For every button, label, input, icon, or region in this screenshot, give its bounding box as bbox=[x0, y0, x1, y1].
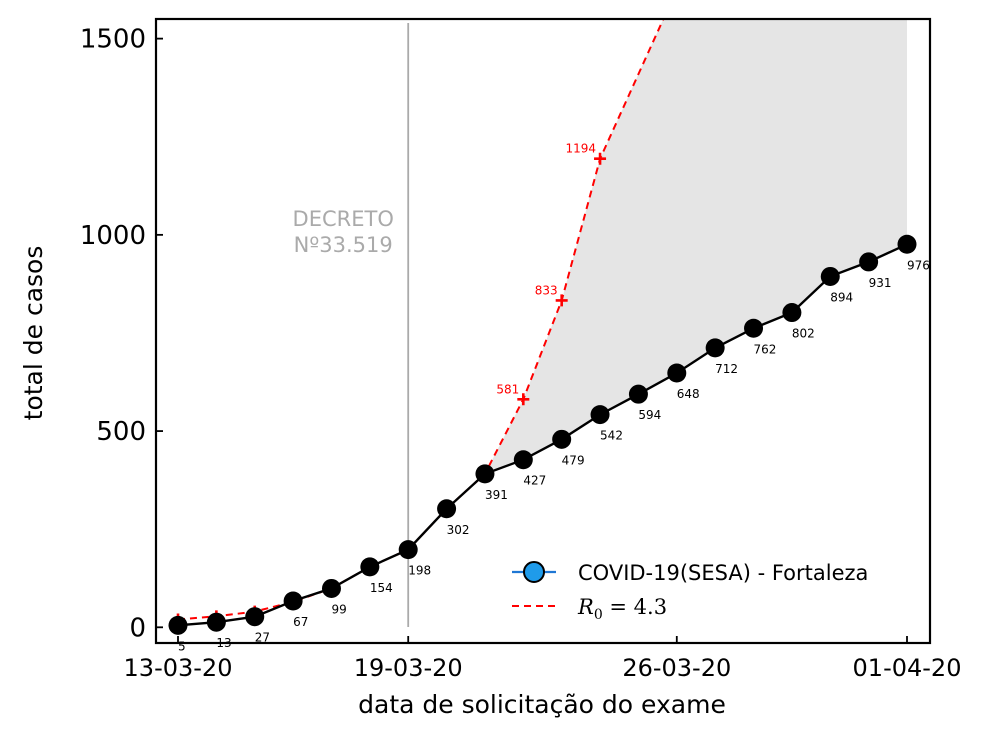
x-tick-label: 19-03-20 bbox=[354, 654, 463, 682]
y-tick-label: 1500 bbox=[80, 25, 146, 55]
decree-label-line1: DECRETO bbox=[293, 207, 394, 231]
observed-value-label: 894 bbox=[830, 290, 853, 304]
projection-value-label: 833 bbox=[535, 283, 558, 297]
x-tick-label: 13-03-20 bbox=[124, 654, 233, 682]
observed-point bbox=[705, 338, 725, 358]
projection-point bbox=[517, 393, 530, 406]
observed-value-label: 594 bbox=[638, 408, 661, 422]
legend-projection-label: R0 = 4.3 bbox=[577, 595, 667, 623]
observed-value-label: 931 bbox=[869, 276, 892, 290]
observed-point bbox=[168, 615, 188, 635]
observed-point bbox=[590, 405, 610, 425]
observed-value-label: 542 bbox=[600, 429, 623, 443]
legend-observed-label: COVID-19(SESA) - Fortaleza bbox=[578, 561, 868, 585]
observed-value-label: 154 bbox=[370, 581, 393, 595]
observed-value-label: 99 bbox=[331, 602, 346, 616]
observed-point bbox=[283, 591, 303, 611]
observed-value-label: 802 bbox=[792, 327, 815, 341]
observed-point bbox=[897, 234, 917, 254]
observed-point bbox=[552, 429, 572, 449]
observed-point bbox=[744, 318, 764, 338]
shaded-gap-region bbox=[484, 19, 907, 474]
observed-point bbox=[782, 303, 802, 323]
plot-frame bbox=[154, 17, 932, 645]
observed-value-label: 391 bbox=[485, 488, 508, 502]
observed-value-label: 5 bbox=[178, 639, 186, 653]
y-tick-label: 500 bbox=[96, 417, 146, 447]
observed-value-label: 302 bbox=[447, 523, 470, 537]
observed-point bbox=[475, 464, 495, 484]
observed-point bbox=[321, 578, 341, 598]
projection-point bbox=[555, 294, 568, 307]
observed-value-label: 976 bbox=[907, 258, 930, 272]
observed-value-label: 648 bbox=[677, 387, 700, 401]
y-tick-label: 0 bbox=[129, 613, 146, 643]
observed-value-label: 67 bbox=[293, 615, 308, 629]
observed-point bbox=[206, 612, 226, 632]
x-tick-label: 01-04-20 bbox=[853, 654, 962, 682]
projection-value-label: 581 bbox=[496, 382, 519, 396]
observed-point bbox=[513, 450, 533, 470]
observed-point bbox=[667, 363, 687, 383]
observed-value-label: 27 bbox=[255, 631, 270, 645]
observed-value-label: 712 bbox=[715, 362, 738, 376]
observed-value-label: 198 bbox=[408, 564, 431, 578]
observed-point bbox=[245, 607, 265, 627]
decree-label-line2: Nº33.519 bbox=[294, 233, 393, 257]
observed-value-label: 427 bbox=[523, 474, 546, 488]
observed-point bbox=[437, 499, 457, 519]
shaded-region-layer bbox=[484, 19, 907, 474]
observed-point bbox=[859, 252, 879, 272]
legend-observed-marker bbox=[523, 561, 545, 583]
x-tick-label: 26-03-20 bbox=[622, 654, 731, 682]
observed-value-label: 479 bbox=[562, 453, 585, 467]
data-labels: 5 13 2767991541983023914274795425946487127… bbox=[178, 142, 930, 654]
projection-point bbox=[594, 152, 607, 165]
projection-value-label: 1194 bbox=[566, 142, 597, 156]
observed-series bbox=[168, 234, 917, 635]
observed-point bbox=[360, 557, 380, 577]
decree-layer: DECRETO Nº33.519 bbox=[293, 23, 410, 627]
observed-point bbox=[820, 266, 840, 286]
x-axis-label: data de solicitação do exame bbox=[358, 690, 726, 719]
axes-ticks: 0 500 1000 1500 13-03-20 19-03-20 26-03-20 01-0… bbox=[80, 25, 962, 682]
y-axis-label: total de casos bbox=[19, 246, 48, 421]
y-tick-label: 1000 bbox=[80, 221, 146, 251]
observed-value-label: 762 bbox=[754, 342, 777, 356]
observed-point bbox=[628, 384, 648, 404]
legend: COVID-19(SESA) - Fortaleza R0 = 4.3 bbox=[512, 561, 868, 623]
observed-point bbox=[398, 540, 418, 560]
